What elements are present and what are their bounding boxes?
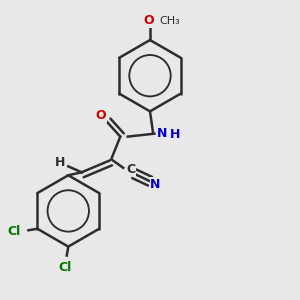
Text: H: H (169, 128, 180, 141)
Text: Cl: Cl (59, 261, 72, 274)
Text: N: N (157, 127, 167, 140)
Text: C: C (126, 163, 135, 176)
Text: O: O (96, 109, 106, 122)
Text: O: O (143, 14, 154, 27)
Text: H: H (55, 156, 65, 169)
Text: Cl: Cl (8, 225, 21, 238)
Text: N: N (150, 178, 161, 191)
Text: CH₃: CH₃ (159, 16, 180, 26)
